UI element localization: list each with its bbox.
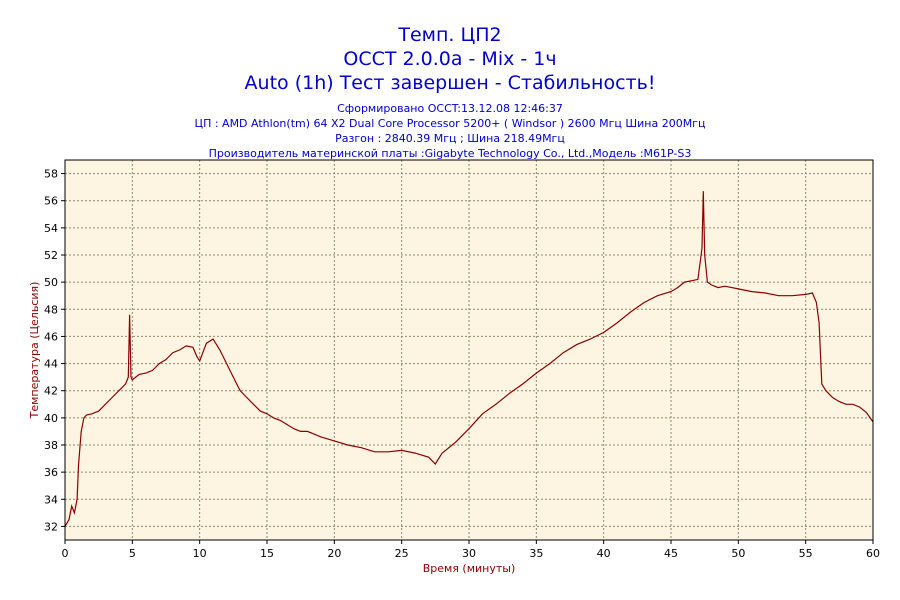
y-tick-label: 52 bbox=[44, 249, 58, 262]
y-tick-label: 32 bbox=[44, 520, 58, 533]
info-generated: Сформировано OCCT:13.12.08 12:46:37 bbox=[337, 102, 563, 115]
y-tick-label: 34 bbox=[44, 493, 58, 506]
x-tick-label: 20 bbox=[327, 547, 341, 560]
chart-status-title: Auto (1h) Тест завершен - Стабильность! bbox=[244, 72, 656, 94]
y-tick-label: 58 bbox=[44, 168, 58, 181]
x-tick-label: 35 bbox=[529, 547, 543, 560]
plot-frame bbox=[64, 159, 874, 541]
x-tick-label: 40 bbox=[597, 547, 611, 560]
y-tick-label: 36 bbox=[44, 466, 58, 479]
y-tick-label: 54 bbox=[44, 222, 58, 235]
y-tick-label: 44 bbox=[44, 358, 58, 371]
y-axis-label: Температура (Цельсия) bbox=[28, 282, 41, 420]
chart-subtitle: OCCT 2.0.0a - Mix - 1ч bbox=[343, 48, 557, 70]
x-tick-label: 55 bbox=[799, 547, 813, 560]
info-motherboard: Производитель материнской платы :Gigabyt… bbox=[208, 147, 692, 160]
y-tick-label: 50 bbox=[44, 276, 58, 289]
x-tick-label: 10 bbox=[193, 547, 207, 560]
y-tick-label: 46 bbox=[44, 330, 58, 343]
info-cpu: ЦП : AMD Athlon(tm) 64 X2 Dual Core Proc… bbox=[194, 117, 706, 130]
axis-ticks: 0 5 10 15 20 25 30 35 40 45 50 55 60 32 34 36 38 40 42 44 46… bbox=[44, 168, 880, 560]
y-tick-label: 38 bbox=[44, 439, 58, 452]
info-overclock: Разгон : 2840.39 Мгц ; Шина 218.49Мгц bbox=[335, 132, 565, 145]
y-tick-label: 56 bbox=[44, 195, 58, 208]
y-tick-label: 48 bbox=[44, 303, 58, 316]
x-tick-label: 0 bbox=[62, 547, 69, 560]
x-tick-label: 25 bbox=[395, 547, 409, 560]
x-tick-label: 60 bbox=[866, 547, 880, 560]
chart-title: Темп. ЦП2 bbox=[398, 24, 502, 46]
y-tick-label: 40 bbox=[44, 412, 58, 425]
x-tick-label: 5 bbox=[129, 547, 136, 560]
temperature-series-line bbox=[64, 191, 874, 527]
y-tick-label: 42 bbox=[44, 385, 58, 398]
x-tick-label: 50 bbox=[731, 547, 745, 560]
grid bbox=[65, 160, 873, 540]
x-axis-label: Время (минуты) bbox=[423, 562, 516, 575]
x-tick-label: 30 bbox=[462, 547, 476, 560]
x-tick-label: 45 bbox=[664, 547, 678, 560]
x-tick-label: 15 bbox=[260, 547, 274, 560]
